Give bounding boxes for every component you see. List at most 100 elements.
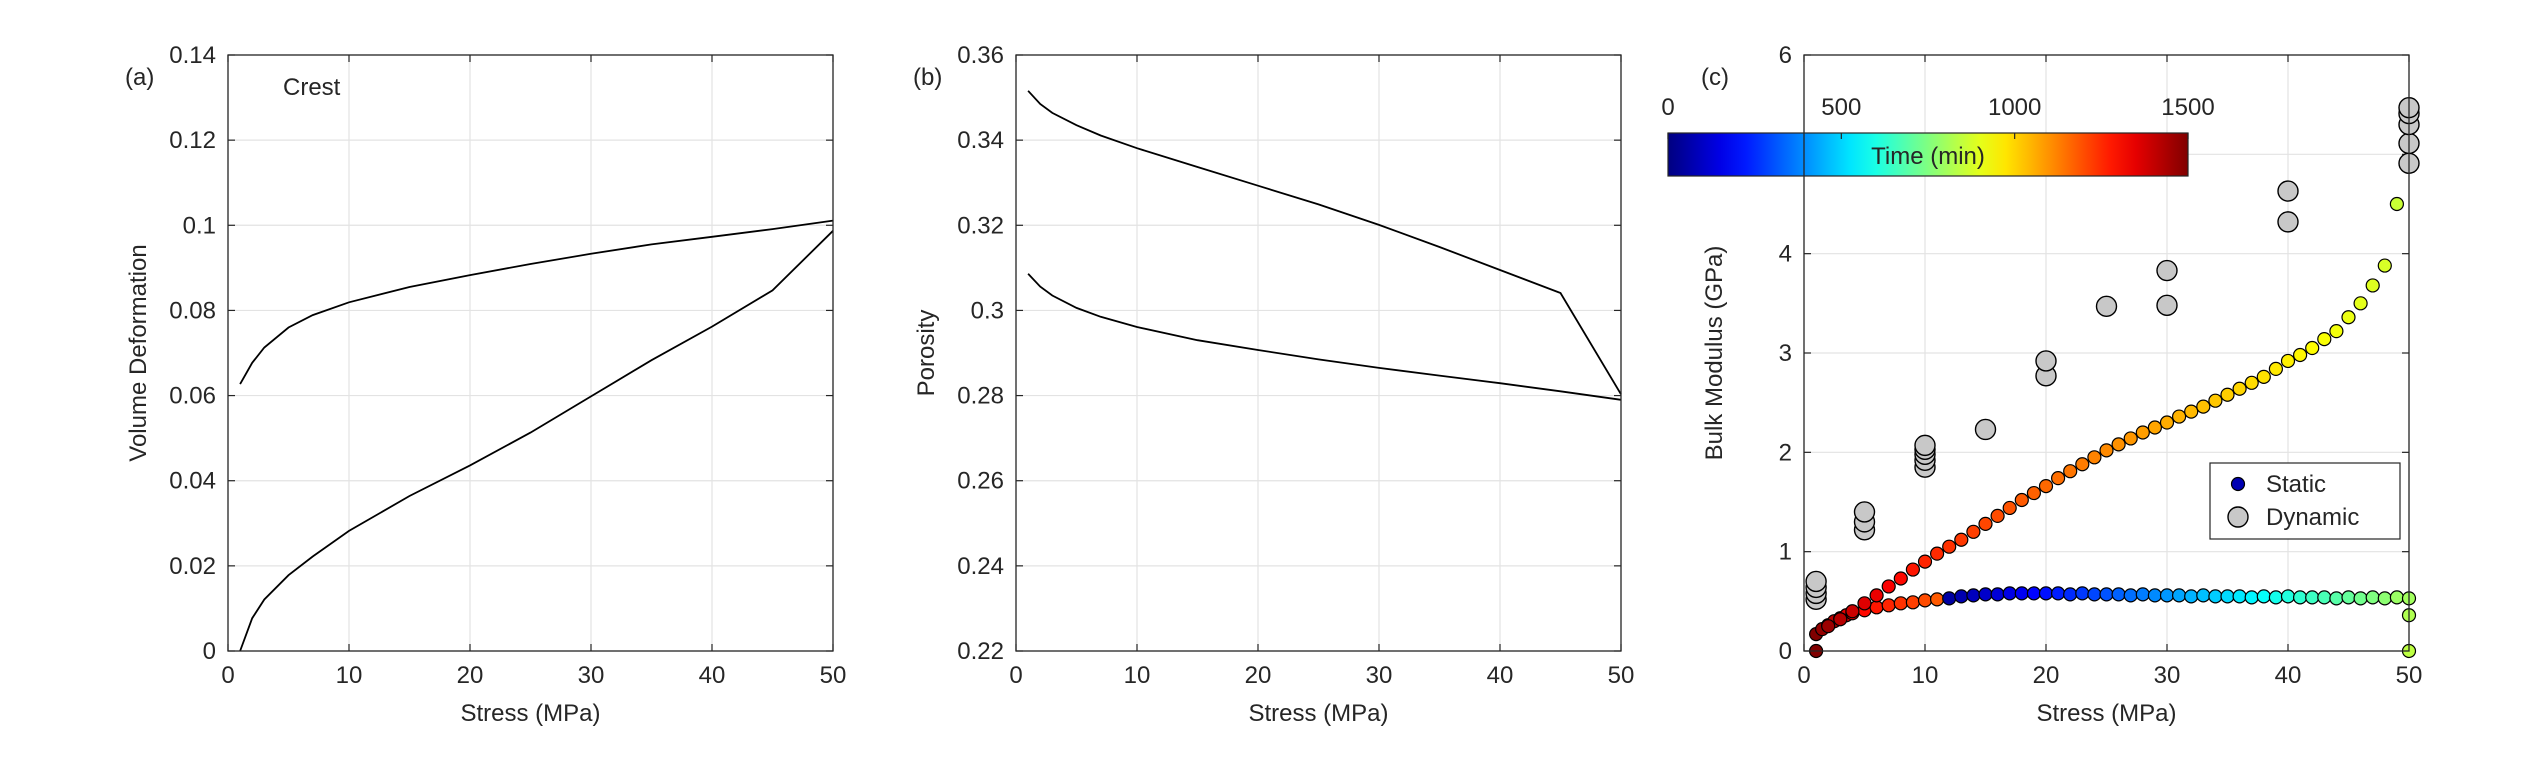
static-point [2172, 588, 2187, 603]
x-tick-label: 50 [1608, 662, 1635, 689]
y-tick-label: 0.04 [169, 468, 216, 495]
static-point [2377, 591, 2392, 606]
legend-box [2209, 462, 2401, 540]
static-point [2051, 586, 2066, 601]
static-point [1978, 587, 1993, 602]
axes-frame [227, 54, 834, 652]
x-tick-label: 50 [2396, 662, 2423, 689]
dynamic-point [1853, 501, 1876, 523]
colorbar [1667, 132, 2189, 177]
y-tick-label: 3 [1779, 340, 1792, 367]
y-tick-label: 0.34 [957, 127, 1004, 154]
static-point [2147, 420, 2162, 435]
y-tick-label: 0.32 [957, 212, 1004, 239]
y-tick-label: 0.36 [957, 42, 1004, 69]
dynamic-point [1914, 434, 1936, 457]
y-tick-label: 0 [203, 638, 216, 665]
static-point [1893, 596, 1908, 611]
legend-dynamic-marker [2227, 506, 2249, 528]
static-point [1917, 593, 1933, 608]
panel-label: (a) [125, 64, 154, 91]
static-point [2353, 296, 2368, 311]
y-tick-label: 0.22 [957, 638, 1004, 665]
static-point [2135, 425, 2150, 440]
y-tick-label: 4 [1779, 241, 1792, 268]
y-tick-label: 0.3 [971, 297, 1004, 324]
static-point [2220, 387, 2235, 402]
static-point [2184, 404, 2199, 419]
y-tick-label: 0 [1779, 638, 1792, 665]
static-point [2196, 588, 2211, 603]
x-tick-label: 40 [1487, 662, 1514, 689]
static-point [2099, 443, 2114, 458]
panel-b: 0 10 20 30 40 50 0.22 0.24 0.26 0.28 0.3 0.32 0.34 0.… [913, 42, 1634, 727]
static-point [1833, 612, 1848, 627]
legend-static-label: Static [2266, 471, 2326, 498]
dynamic-point [2277, 211, 2299, 233]
x-tick-label: 0 [1009, 662, 1022, 689]
static-point [2365, 590, 2380, 605]
static-point [2099, 587, 2114, 602]
panel-a: 0 10 20 30 40 50 0 0.02 0.04 0.06 0.08 0.1 0.12 0.14 S… [125, 42, 846, 727]
static-point [2063, 587, 2078, 602]
static-point [2051, 471, 2066, 486]
static-point [2196, 399, 2211, 414]
static-point [2135, 587, 2150, 602]
x-tick-label: 0 [1797, 662, 1810, 689]
colorbar-title: Time (min) [1871, 143, 1985, 170]
x-tick-label: 20 [1245, 662, 1272, 689]
static-point [2268, 361, 2283, 376]
dynamic-point [1974, 418, 1997, 441]
x-axis-label: Stress (MPa) [1248, 700, 1388, 727]
axes-frame [1803, 54, 2410, 652]
x-tick-label: 50 [820, 662, 847, 689]
static-point [1917, 554, 1933, 569]
static-point [2014, 492, 2029, 508]
static-point [2147, 588, 2162, 603]
static-point [2389, 196, 2404, 212]
static-point [2389, 590, 2404, 605]
static-point [2377, 258, 2392, 273]
x-tick-label: 40 [2275, 662, 2302, 689]
static-point [2172, 409, 2187, 424]
static-point [2232, 589, 2247, 604]
static-point [1990, 587, 2005, 602]
dynamic-point [2156, 259, 2178, 282]
static-point [1966, 524, 1981, 539]
static-point [2280, 353, 2296, 369]
static-point [1966, 588, 1981, 603]
plot-area [1016, 55, 1621, 651]
y-axis-label: Volume Deformation [125, 244, 152, 461]
static-point [2317, 590, 2332, 605]
static-point [2220, 589, 2235, 604]
static-point [1942, 591, 1957, 606]
y-tick-label: 0.1 [183, 212, 216, 239]
static-point [2123, 588, 2138, 603]
series-line [1027, 273, 1622, 401]
y-tick-label: 0.08 [169, 297, 216, 324]
static-point [1881, 598, 1896, 613]
static-point [2256, 589, 2271, 604]
static-point [2026, 485, 2042, 501]
static-point [2244, 375, 2259, 390]
y-tick-label: 0.14 [169, 42, 216, 69]
static-point [1954, 589, 1969, 604]
panel-label: (c) [1701, 64, 1729, 91]
panel-label: (b) [913, 64, 942, 91]
x-axis-label: Stress (MPa) [2036, 700, 2176, 727]
static-point [2038, 479, 2054, 494]
y-tick-label: 0.06 [169, 383, 216, 410]
static-point [2208, 393, 2223, 408]
y-tick-label: 0.02 [169, 553, 216, 580]
legend-dynamic-label: Dynamic [2266, 504, 2359, 531]
x-tick-label: 40 [699, 662, 726, 689]
static-point [2184, 589, 2199, 604]
static-point [2063, 464, 2078, 479]
plot-area [228, 55, 833, 651]
x-tick-label: 20 [457, 662, 484, 689]
static-point [2123, 431, 2138, 446]
dynamic-point [2277, 180, 2299, 202]
x-tick-label: 0 [221, 662, 234, 689]
static-point [1929, 546, 1945, 561]
